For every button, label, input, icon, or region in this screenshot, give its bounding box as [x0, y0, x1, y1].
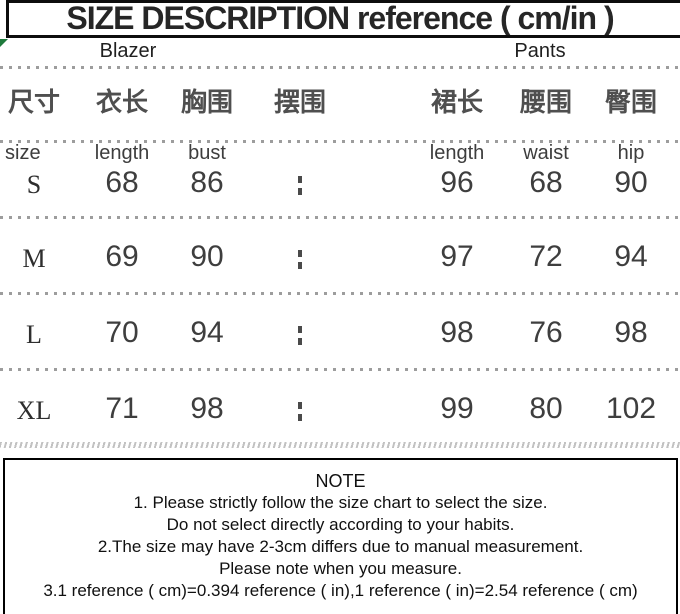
- garment-label-blazer: Blazer: [99, 40, 157, 62]
- blazer-length-value: 68: [105, 166, 139, 199]
- header-en-blazer-length: length: [94, 142, 150, 164]
- header-en-size: size: [5, 142, 41, 164]
- bust-value: 90: [190, 240, 224, 273]
- note-line-4: Please note when you measure.: [219, 559, 462, 578]
- hem-divider-mark: [298, 250, 302, 269]
- header-cn-size: 尺寸: [7, 87, 61, 117]
- header-en-pants-length: length: [429, 142, 485, 164]
- title-top-border: [6, 0, 680, 3]
- header-cn-waist: 腰围: [519, 87, 573, 117]
- title-bottom-border: [6, 35, 680, 38]
- divider-hatch: [0, 442, 680, 448]
- hem-dash: [298, 326, 302, 333]
- pants-length-value: 96: [440, 166, 474, 199]
- hem-divider-mark: [298, 326, 302, 345]
- hem-dash: [298, 338, 302, 345]
- hip-value: 98: [614, 316, 648, 349]
- bust-value: 86: [190, 166, 224, 199]
- header-cn-pants-length: 裙长: [430, 87, 484, 117]
- hem-dash: [298, 250, 302, 257]
- hip-value: 102: [605, 392, 657, 425]
- waist-value: 72: [529, 240, 563, 273]
- header-cn-hip: 臀围: [604, 87, 658, 117]
- title-left-border: [6, 0, 9, 37]
- hip-value: 90: [614, 166, 648, 199]
- excel-corner-marker-icon: [0, 39, 8, 47]
- size-label: XL: [16, 396, 52, 425]
- note-line-5: 3.1 reference ( cm)=0.394 reference ( in…: [43, 581, 638, 600]
- waist-value: 68: [529, 166, 563, 199]
- garment-header-row: Blazer Pants: [0, 37, 680, 66]
- page-title: SIZE DESCRIPTION reference ( cm/in ): [66, 0, 614, 36]
- waist-value: 76: [529, 316, 563, 349]
- size-label: S: [26, 170, 42, 199]
- blazer-length-value: 69: [105, 240, 139, 273]
- size-row-l: L 70 94 98 76 98: [0, 292, 680, 368]
- hem-divider-mark: [298, 176, 302, 195]
- garment-label-pants: Pants: [514, 40, 566, 62]
- waist-value: 80: [529, 392, 563, 425]
- hip-value: 94: [614, 240, 648, 273]
- size-row-m: M 69 90 97 72 94: [0, 216, 680, 292]
- header-en-hip: hip: [617, 142, 645, 164]
- blazer-length-value: 70: [105, 316, 139, 349]
- pants-length-value: 97: [440, 240, 474, 273]
- size-row-xl: XL 71 98 99 80 102: [0, 368, 680, 442]
- header-en-bust: bust: [188, 142, 226, 164]
- size-row-s: size length bust length waist hip S 68 8…: [0, 140, 680, 216]
- header-cn-hem: 摆围: [273, 87, 327, 117]
- note-box: NOTE 1. Please strictly follow the size …: [3, 458, 678, 614]
- hem-dash: [298, 262, 302, 269]
- hem-dash: [298, 188, 302, 195]
- blazer-length-value: 71: [105, 392, 139, 425]
- size-label: M: [22, 244, 46, 273]
- hem-dash: [298, 176, 302, 183]
- divider-dotted: [0, 292, 680, 295]
- divider-dotted: [0, 368, 680, 371]
- note-line-1: 1. Please strictly follow the size chart…: [133, 493, 548, 512]
- divider-dotted: [0, 216, 680, 219]
- header-cn-blazer-length: 衣长: [95, 87, 149, 117]
- pants-length-value: 99: [440, 392, 474, 425]
- bust-value: 98: [190, 392, 224, 425]
- hem-divider-mark: [298, 402, 302, 421]
- pants-length-value: 98: [440, 316, 474, 349]
- header-cn-bust: 胸围: [180, 87, 234, 117]
- hem-dash: [298, 402, 302, 409]
- divider-dotted: [0, 140, 680, 143]
- note-heading: NOTE: [315, 471, 366, 491]
- size-label: L: [26, 320, 42, 349]
- column-headers-cn: 尺寸 衣长 胸围 摆围 裙长 腰围 臀围: [0, 66, 680, 140]
- note-line-3: 2.The size may have 2-3cm differs due to…: [97, 537, 584, 556]
- note-line-2: Do not select directly according to your…: [166, 515, 515, 534]
- bust-value: 94: [190, 316, 224, 349]
- hem-dash: [298, 414, 302, 421]
- header-en-waist: waist: [523, 142, 569, 164]
- divider-dotted: [0, 66, 680, 69]
